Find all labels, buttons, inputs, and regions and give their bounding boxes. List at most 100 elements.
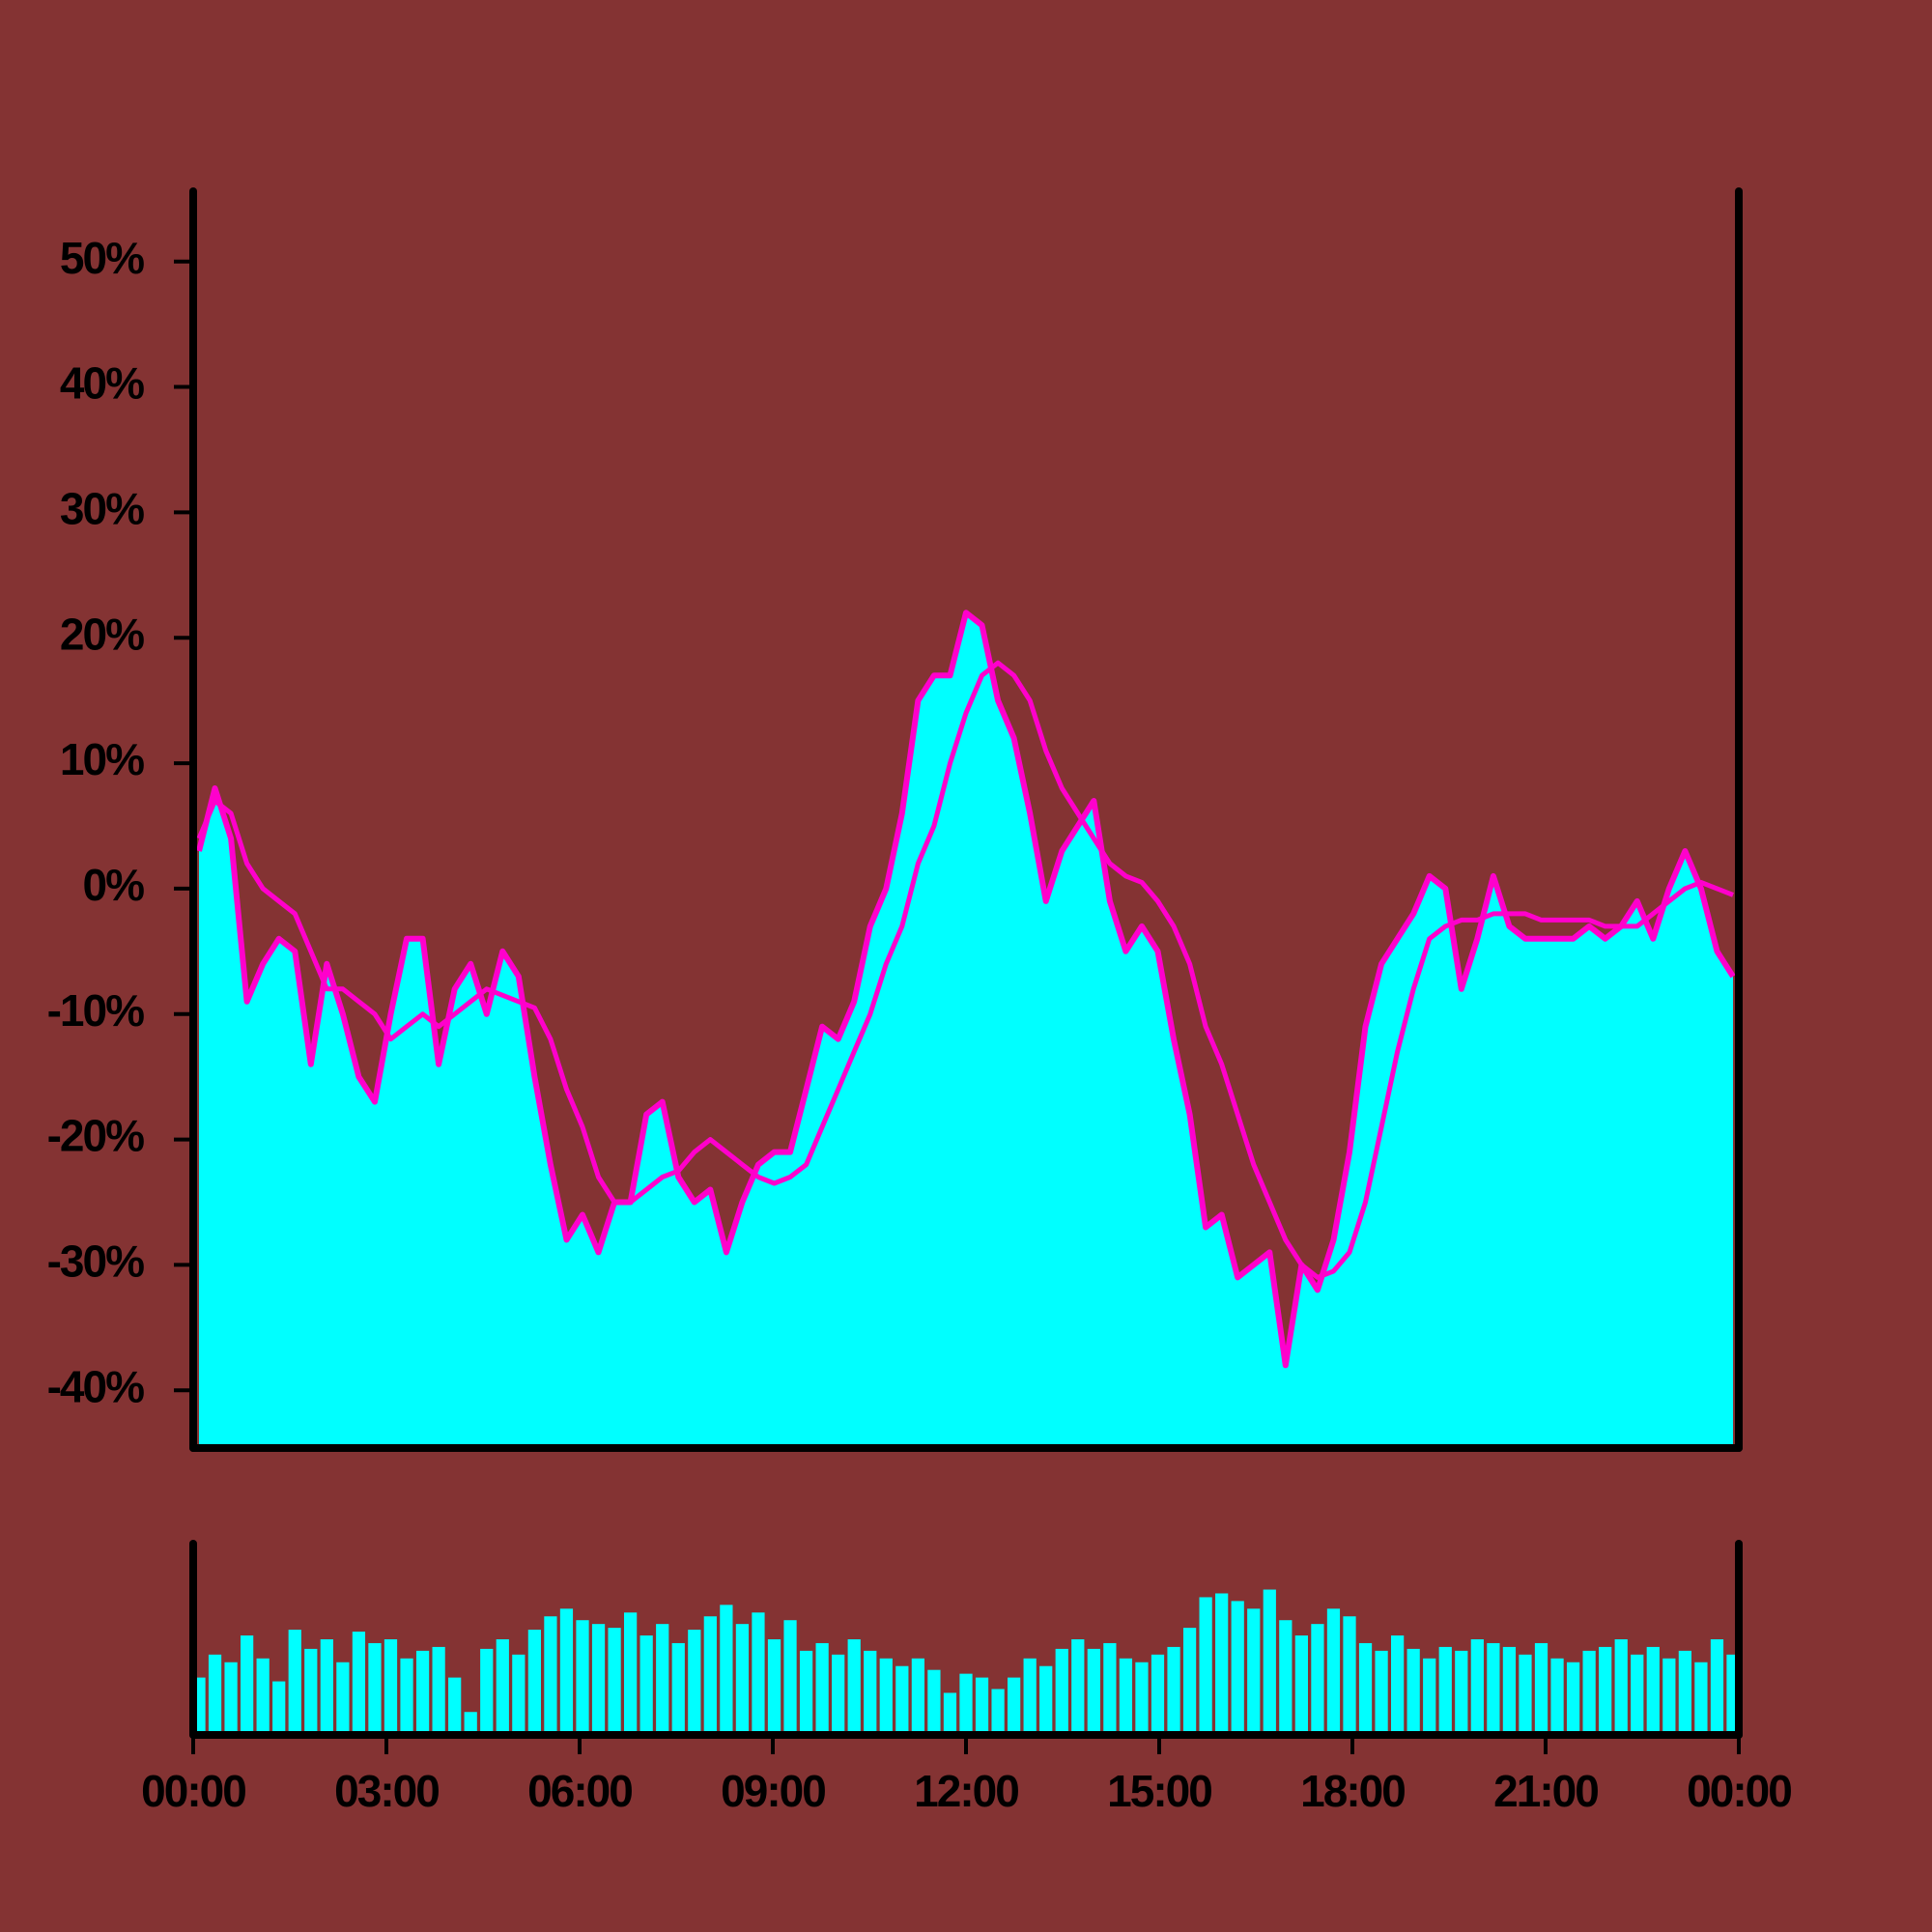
volume-bar: [288, 1630, 301, 1735]
volume-bar: [448, 1677, 462, 1735]
volume-bar: [959, 1673, 973, 1735]
x-tick-label: 03:00: [334, 1766, 439, 1816]
volume-bar: [1039, 1665, 1053, 1735]
volume-bar: [1199, 1597, 1212, 1735]
volume-bar: [639, 1635, 653, 1735]
volume-bar: [975, 1677, 989, 1735]
volume-bar: [624, 1612, 638, 1735]
volume-bar: [1008, 1677, 1021, 1735]
volume-bar: [512, 1654, 526, 1735]
volume-bar: [1279, 1620, 1293, 1735]
volume-bar: [1534, 1642, 1548, 1735]
volume-bar: [1470, 1639, 1484, 1735]
volume-bar: [1151, 1654, 1165, 1735]
volume-bar: [688, 1630, 701, 1735]
volume-bar: [400, 1658, 413, 1735]
volume-bar: [1326, 1608, 1341, 1735]
volume-bar: [1375, 1650, 1388, 1735]
volume-bar: [464, 1712, 477, 1735]
volume-bar: [1055, 1648, 1068, 1735]
volume-bar: [943, 1692, 957, 1735]
y-tick-label: 50%: [60, 233, 144, 283]
volume-bar: [1358, 1642, 1373, 1735]
y-tick-label: 30%: [60, 484, 144, 534]
volume-bar: [767, 1639, 781, 1735]
y-tick-label: -20%: [47, 1111, 144, 1161]
volume-bar: [415, 1650, 430, 1735]
x-tick-label: 00:00: [141, 1766, 245, 1816]
area-edge: [196, 610, 1736, 1369]
volume-bar: [1662, 1658, 1676, 1735]
volume-bar: [480, 1648, 494, 1735]
volume-bar: [1103, 1642, 1117, 1735]
volume-bar: [735, 1624, 750, 1735]
volume-bar: [224, 1662, 238, 1735]
volume-bar: [1294, 1635, 1308, 1735]
x-tick-label: 12:00: [914, 1766, 1018, 1816]
volume-bar: [197, 1677, 206, 1735]
y-tick-label: 40%: [60, 358, 144, 409]
volume-bar: [496, 1639, 509, 1735]
volume-bar: [1343, 1616, 1356, 1735]
volume-bar: [1406, 1648, 1420, 1735]
volume-bar: [1071, 1639, 1085, 1735]
volume-bar: [1438, 1646, 1452, 1735]
volume-bar: [1694, 1662, 1708, 1735]
volume-bar: [1646, 1646, 1660, 1735]
volume-bar: [384, 1639, 398, 1735]
volume-bar: [1550, 1658, 1564, 1735]
volume-bar: [752, 1612, 765, 1735]
volume-bar: [832, 1654, 845, 1735]
volume-bar: [368, 1642, 382, 1735]
volume-bar: [1726, 1654, 1735, 1735]
volume-bar: [1182, 1628, 1197, 1735]
volume-bar: [591, 1624, 606, 1735]
volume-bar: [1231, 1601, 1244, 1735]
volume-bar: [1582, 1650, 1596, 1735]
volume-bar: [1119, 1658, 1133, 1735]
volume-bar: [1502, 1646, 1517, 1735]
volume-bar: [1710, 1639, 1724, 1735]
volume-bar: [847, 1639, 861, 1735]
x-tick-label: 18:00: [1300, 1766, 1405, 1816]
volume-bar: [1487, 1642, 1500, 1735]
volume-bar: [1631, 1654, 1644, 1735]
volume-bar: [783, 1620, 797, 1735]
volume-bar: [927, 1669, 941, 1735]
volume-bar: [1678, 1650, 1691, 1735]
volume-bar: [1215, 1593, 1229, 1735]
volume-bar: [527, 1630, 541, 1735]
y-tick-label: 10%: [60, 734, 144, 784]
volume-bar: [1167, 1646, 1180, 1735]
volume-bar: [352, 1632, 366, 1735]
volume-bar: [608, 1628, 621, 1735]
x-tick-label: 09:00: [721, 1766, 825, 1816]
volume-bar: [1455, 1650, 1468, 1735]
volume-bar: [656, 1624, 669, 1735]
y-tick-label: 0%: [83, 860, 145, 910]
y-tick-label: -10%: [47, 985, 144, 1036]
volume-bar: [1423, 1658, 1436, 1735]
volume-bar: [720, 1605, 733, 1735]
volume-bar: [241, 1635, 254, 1735]
volume-bar: [815, 1642, 829, 1735]
x-tick-label: 00:00: [1687, 1766, 1791, 1816]
y-tick-label: -40%: [47, 1361, 144, 1411]
volume-bar: [320, 1639, 333, 1735]
volume-bar: [671, 1642, 685, 1735]
volume-bar: [1263, 1589, 1276, 1735]
volume-bar: [576, 1620, 589, 1735]
volume-bar: [799, 1650, 813, 1735]
volume-bar: [1247, 1608, 1261, 1735]
x-tick-label: 21:00: [1493, 1766, 1598, 1816]
volume-bar: [336, 1662, 350, 1735]
volume-bar: [911, 1658, 924, 1735]
volume-bar: [1391, 1635, 1405, 1735]
volume-bar: [1311, 1624, 1324, 1735]
volume-bar: [864, 1650, 877, 1735]
x-tick-label: 15:00: [1107, 1766, 1211, 1816]
volume-bar: [703, 1616, 717, 1735]
volume-bar: [1566, 1662, 1580, 1735]
volume-bar: [1087, 1648, 1100, 1735]
